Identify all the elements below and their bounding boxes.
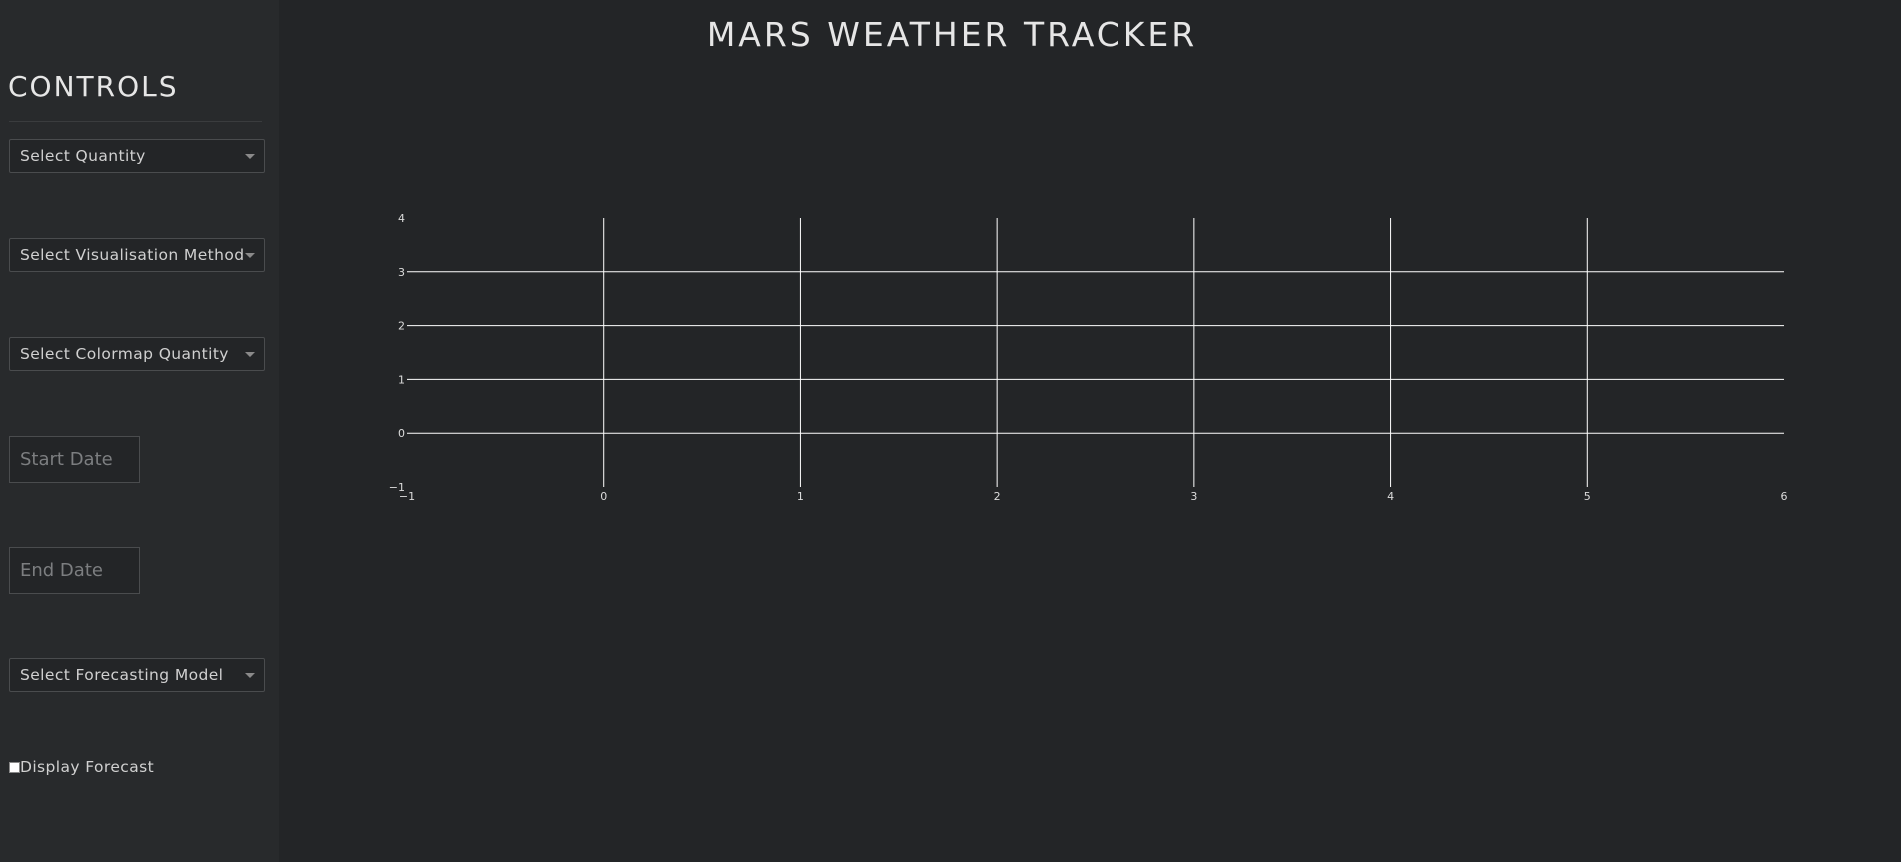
chevron-down-icon: [245, 352, 255, 357]
y-tick-label: 4: [398, 212, 405, 225]
y-tick-label: −1: [389, 481, 405, 494]
colormap-dropdown[interactable]: Select Colormap Quantity: [9, 337, 265, 371]
x-tick-label: 0: [600, 490, 607, 503]
x-tick-label: −1: [399, 490, 415, 503]
display-forecast-label: Display Forecast: [20, 758, 155, 776]
end-date-input[interactable]: [9, 547, 140, 594]
forecasting-dropdown-label: Select Forecasting Model: [20, 666, 224, 684]
x-tick-label: 1: [797, 490, 804, 503]
chevron-down-icon: [245, 253, 255, 258]
x-tick-label: 2: [994, 490, 1001, 503]
display-forecast-checkbox[interactable]: [9, 761, 20, 773]
y-tick-label: 2: [398, 320, 405, 333]
chevron-down-icon: [245, 673, 255, 678]
x-tick-label: 6: [1781, 490, 1788, 503]
colormap-dropdown-label: Select Colormap Quantity: [20, 345, 229, 363]
visualisation-dropdown[interactable]: Select Visualisation Method: [9, 238, 265, 272]
display-forecast-row: Display Forecast: [9, 758, 154, 776]
sidebar-divider: [9, 121, 262, 122]
x-tick-label: 5: [1584, 490, 1591, 503]
x-tick-label: 3: [1190, 490, 1197, 503]
chevron-down-icon: [245, 154, 255, 159]
y-tick-label: 1: [398, 373, 405, 386]
controls-sidebar: CONTROLS Select Quantity Select Visualis…: [0, 0, 279, 862]
page-title: MARS WEATHER TRACKER: [706, 15, 1198, 54]
forecasting-model-dropdown[interactable]: Select Forecasting Model: [9, 658, 265, 692]
controls-heading: CONTROLS: [8, 70, 179, 103]
start-date-input[interactable]: [9, 436, 140, 483]
y-tick-label: 3: [398, 266, 405, 279]
quantity-dropdown[interactable]: Select Quantity: [9, 139, 265, 173]
quantity-dropdown-label: Select Quantity: [20, 147, 146, 165]
x-tick-label: 4: [1387, 490, 1394, 503]
y-tick-label: 0: [398, 427, 405, 440]
visualisation-dropdown-label: Select Visualisation Method: [20, 246, 245, 264]
